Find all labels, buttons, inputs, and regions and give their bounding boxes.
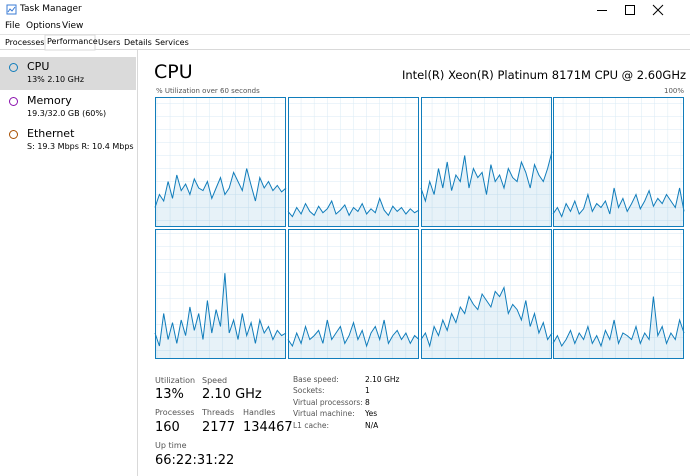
detail-value: 8 xyxy=(365,397,370,407)
ethernet-icon xyxy=(9,130,18,139)
stat-label: Handles xyxy=(243,408,276,417)
tab[interactable]: Details xyxy=(124,38,152,47)
graph-border xyxy=(553,97,684,227)
graph-grid xyxy=(155,229,286,359)
detail-label: Base speed: xyxy=(293,375,339,384)
sidebar-name[interactable]: Memory xyxy=(27,94,72,107)
close-button[interactable] xyxy=(652,4,664,16)
graph-grid xyxy=(421,229,552,359)
tab[interactable]: Processes xyxy=(5,38,45,47)
selected-tab xyxy=(44,34,96,51)
tab[interactable]: Performance xyxy=(47,37,98,46)
stat-label: Utilization xyxy=(155,376,196,385)
app-icon xyxy=(6,4,17,15)
stat-value: 2177 xyxy=(202,420,236,435)
menu-item[interactable]: Options xyxy=(26,21,61,31)
utilization-line xyxy=(287,319,420,348)
cpu-icon xyxy=(9,63,18,72)
utilization-line xyxy=(154,273,287,347)
detail-label: Sockets: xyxy=(293,386,325,396)
cpu-model: Intel(R) Xeon(R) Platinum 8171M CPU @ 2.… xyxy=(401,68,686,82)
graph-border xyxy=(421,229,552,359)
utilization-line xyxy=(552,296,685,348)
stat-label: Processes xyxy=(155,408,195,417)
sidebar-name[interactable]: Ethernet xyxy=(27,127,75,140)
graph-max: 100% xyxy=(663,87,684,95)
graph-caption: % Utilization over 60 seconds xyxy=(156,87,260,95)
memory-icon xyxy=(9,97,18,106)
utilization-line xyxy=(420,151,553,203)
stat-value: 160 xyxy=(155,420,180,435)
graph-grid xyxy=(421,97,552,227)
menu-item[interactable]: File xyxy=(5,21,21,31)
graph-border xyxy=(155,229,286,359)
detail-value: N/A xyxy=(365,420,379,430)
sidebar-name[interactable]: CPU xyxy=(27,60,50,73)
selected-item-bg xyxy=(0,57,136,90)
utilization-line xyxy=(420,285,553,348)
stat-label: Threads xyxy=(202,408,235,417)
stat-label: Speed xyxy=(202,376,228,385)
utilization-area xyxy=(155,273,286,359)
utilization-area xyxy=(155,168,286,227)
utilization-area xyxy=(553,296,684,359)
detail-label: Virtual machine: xyxy=(293,409,355,419)
sidebar-detail: S: 19.3 Mbps R: 10.4 Mbps xyxy=(27,142,134,151)
graph-grid xyxy=(553,229,684,359)
stat-value: 2.10 GHz xyxy=(202,387,262,402)
stat-value: 134467 xyxy=(243,420,293,435)
sidebar-detail: 13% 2.10 GHz xyxy=(27,75,85,84)
stat-label: Up time xyxy=(155,441,187,450)
maximize-button[interactable] xyxy=(625,5,635,15)
graph-border xyxy=(288,97,419,227)
stat-value: 13% xyxy=(155,387,184,402)
graph-border xyxy=(155,97,286,227)
detail-value: Yes xyxy=(365,409,378,419)
tab[interactable]: Users xyxy=(98,38,121,47)
detail-label: L1 cache: xyxy=(293,420,330,430)
utilization-area xyxy=(288,198,419,227)
page-title: CPU xyxy=(154,61,193,83)
graph-grid xyxy=(288,229,419,359)
detail-label: Virtual processors: xyxy=(293,397,363,407)
utilization-area xyxy=(288,320,419,359)
utilization-line xyxy=(154,168,287,208)
detail-value: 1 xyxy=(365,386,370,396)
graph-border xyxy=(288,229,419,359)
utilization-line xyxy=(552,187,685,218)
window-title: Task Manager xyxy=(20,4,82,14)
stat-value: 66:22:31:22 xyxy=(155,453,235,468)
app-icon-line xyxy=(7,6,16,13)
utilization-line xyxy=(287,196,420,218)
tab[interactable]: Services xyxy=(155,38,189,47)
utilization-area xyxy=(421,287,552,359)
menu-item[interactable]: View xyxy=(62,21,84,31)
utilization-area xyxy=(421,151,552,227)
sidebar-detail: 19.3/32.0 GB (60%) xyxy=(27,109,107,118)
graph-grid xyxy=(288,97,419,227)
graph-grid xyxy=(155,97,286,227)
graph-border xyxy=(553,229,684,359)
graph-border xyxy=(421,97,552,227)
detail-value: 2.10 GHz xyxy=(365,375,400,384)
